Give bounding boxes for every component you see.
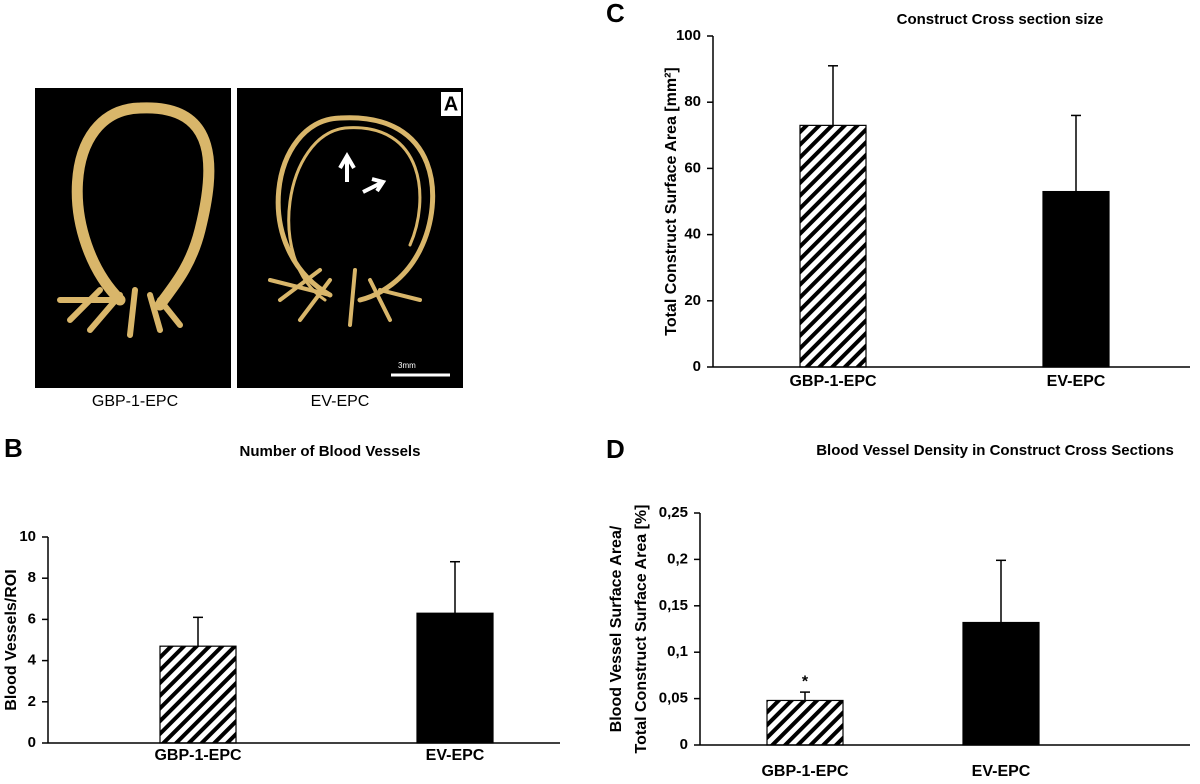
x-tick-label: EV-EPC [426, 747, 485, 764]
y-tick-label: 0 [28, 734, 36, 751]
chart-title: Blood Vessel Density in Construct Cross … [816, 442, 1174, 459]
y-tick-label: 6 [28, 610, 36, 627]
annotation: * [802, 673, 809, 690]
y-tick-label: 0,15 [659, 597, 688, 614]
y-tick-label: 80 [684, 93, 701, 110]
y-tick-label: 0,1 [667, 643, 688, 660]
y-axis-label: Blood Vessel Surface Area/ [608, 525, 625, 732]
panel-label: C [606, 0, 625, 28]
y-axis-label: Total Construct Surface Area [%] [633, 505, 650, 754]
x-tick-label: GBP-1-EPC [761, 763, 849, 780]
panel-label: A [444, 93, 458, 115]
y-tick-label: 60 [684, 159, 701, 176]
x-tick-label: EV-EPC [972, 763, 1031, 780]
chart-title: Construct Cross section size [897, 11, 1104, 28]
chart-title: Number of Blood Vessels [240, 443, 421, 460]
image-label: EV-EPC [311, 393, 370, 410]
y-tick-label: 0,25 [659, 504, 688, 521]
y-tick-label: 0 [680, 736, 688, 753]
bar [416, 612, 494, 744]
bar [766, 699, 844, 746]
y-tick-label: 40 [684, 226, 701, 243]
x-tick-label: GBP-1-EPC [154, 747, 242, 764]
image-label: GBP-1-EPC [92, 393, 178, 410]
y-tick-label: 2 [28, 693, 36, 710]
y-tick-label: 4 [28, 652, 37, 669]
bar [962, 621, 1040, 746]
y-tick-label: 20 [684, 292, 701, 309]
bar [1042, 190, 1110, 368]
micro-ct-image: A 3mm GBP-1-EPC EV-EPC [35, 88, 463, 410]
y-tick-label: 8 [28, 569, 36, 586]
y-tick-label: 0,2 [667, 550, 688, 567]
y-axis-label: Blood Vessels/ROI [3, 569, 20, 710]
bar [799, 124, 867, 368]
panel-label: D [606, 434, 625, 464]
y-tick-label: 100 [676, 27, 701, 44]
y-tick-label: 0 [693, 358, 701, 375]
x-tick-label: GBP-1-EPC [789, 373, 877, 390]
bar [159, 645, 237, 744]
y-tick-label: 10 [19, 528, 36, 545]
panel-label: B [4, 433, 23, 463]
x-tick-label: EV-EPC [1047, 373, 1106, 390]
y-tick-label: 0,05 [659, 690, 688, 707]
scale-bar-label: 3mm [398, 361, 416, 370]
y-axis-label: Total Construct Surface Area [mm²] [663, 67, 680, 335]
